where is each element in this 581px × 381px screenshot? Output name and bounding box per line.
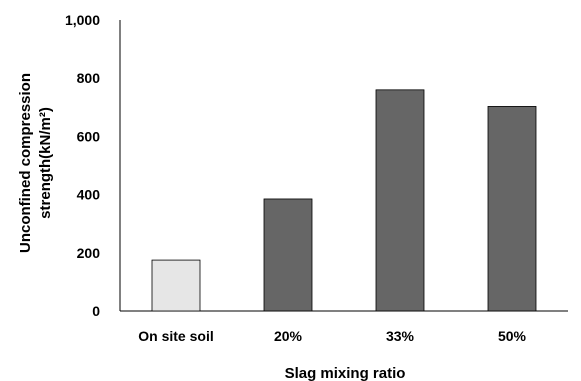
bar-3 bbox=[375, 89, 425, 312]
bars-group bbox=[151, 89, 537, 312]
x-category-label: 33% bbox=[386, 328, 415, 344]
y-tick-label: 400 bbox=[77, 187, 101, 203]
y-tick-labels: 0 200 400 600 800 1,000 bbox=[65, 12, 100, 319]
x-axis-title: Slag mixing ratio bbox=[285, 365, 406, 381]
x-category-label: 20% bbox=[274, 328, 303, 344]
bar-4 bbox=[487, 106, 537, 312]
y-tick-label: 800 bbox=[77, 70, 101, 86]
bar-2 bbox=[263, 198, 313, 312]
y-tick-label: 600 bbox=[77, 128, 101, 144]
y-axis-title-line-1: Unconfined compression bbox=[17, 73, 34, 253]
y-tick-label: 1,000 bbox=[65, 12, 100, 28]
x-category-label: On site soil bbox=[138, 328, 213, 344]
bar-1 bbox=[151, 259, 201, 312]
y-axis-title-line-2: strength(kN/m²) bbox=[37, 107, 54, 219]
y-tick-label: 200 bbox=[77, 245, 101, 261]
x-category-label: 50% bbox=[498, 328, 527, 344]
x-category-labels: On site soil 20% 33% 50% bbox=[138, 328, 526, 344]
y-tick-label: 0 bbox=[92, 303, 100, 319]
